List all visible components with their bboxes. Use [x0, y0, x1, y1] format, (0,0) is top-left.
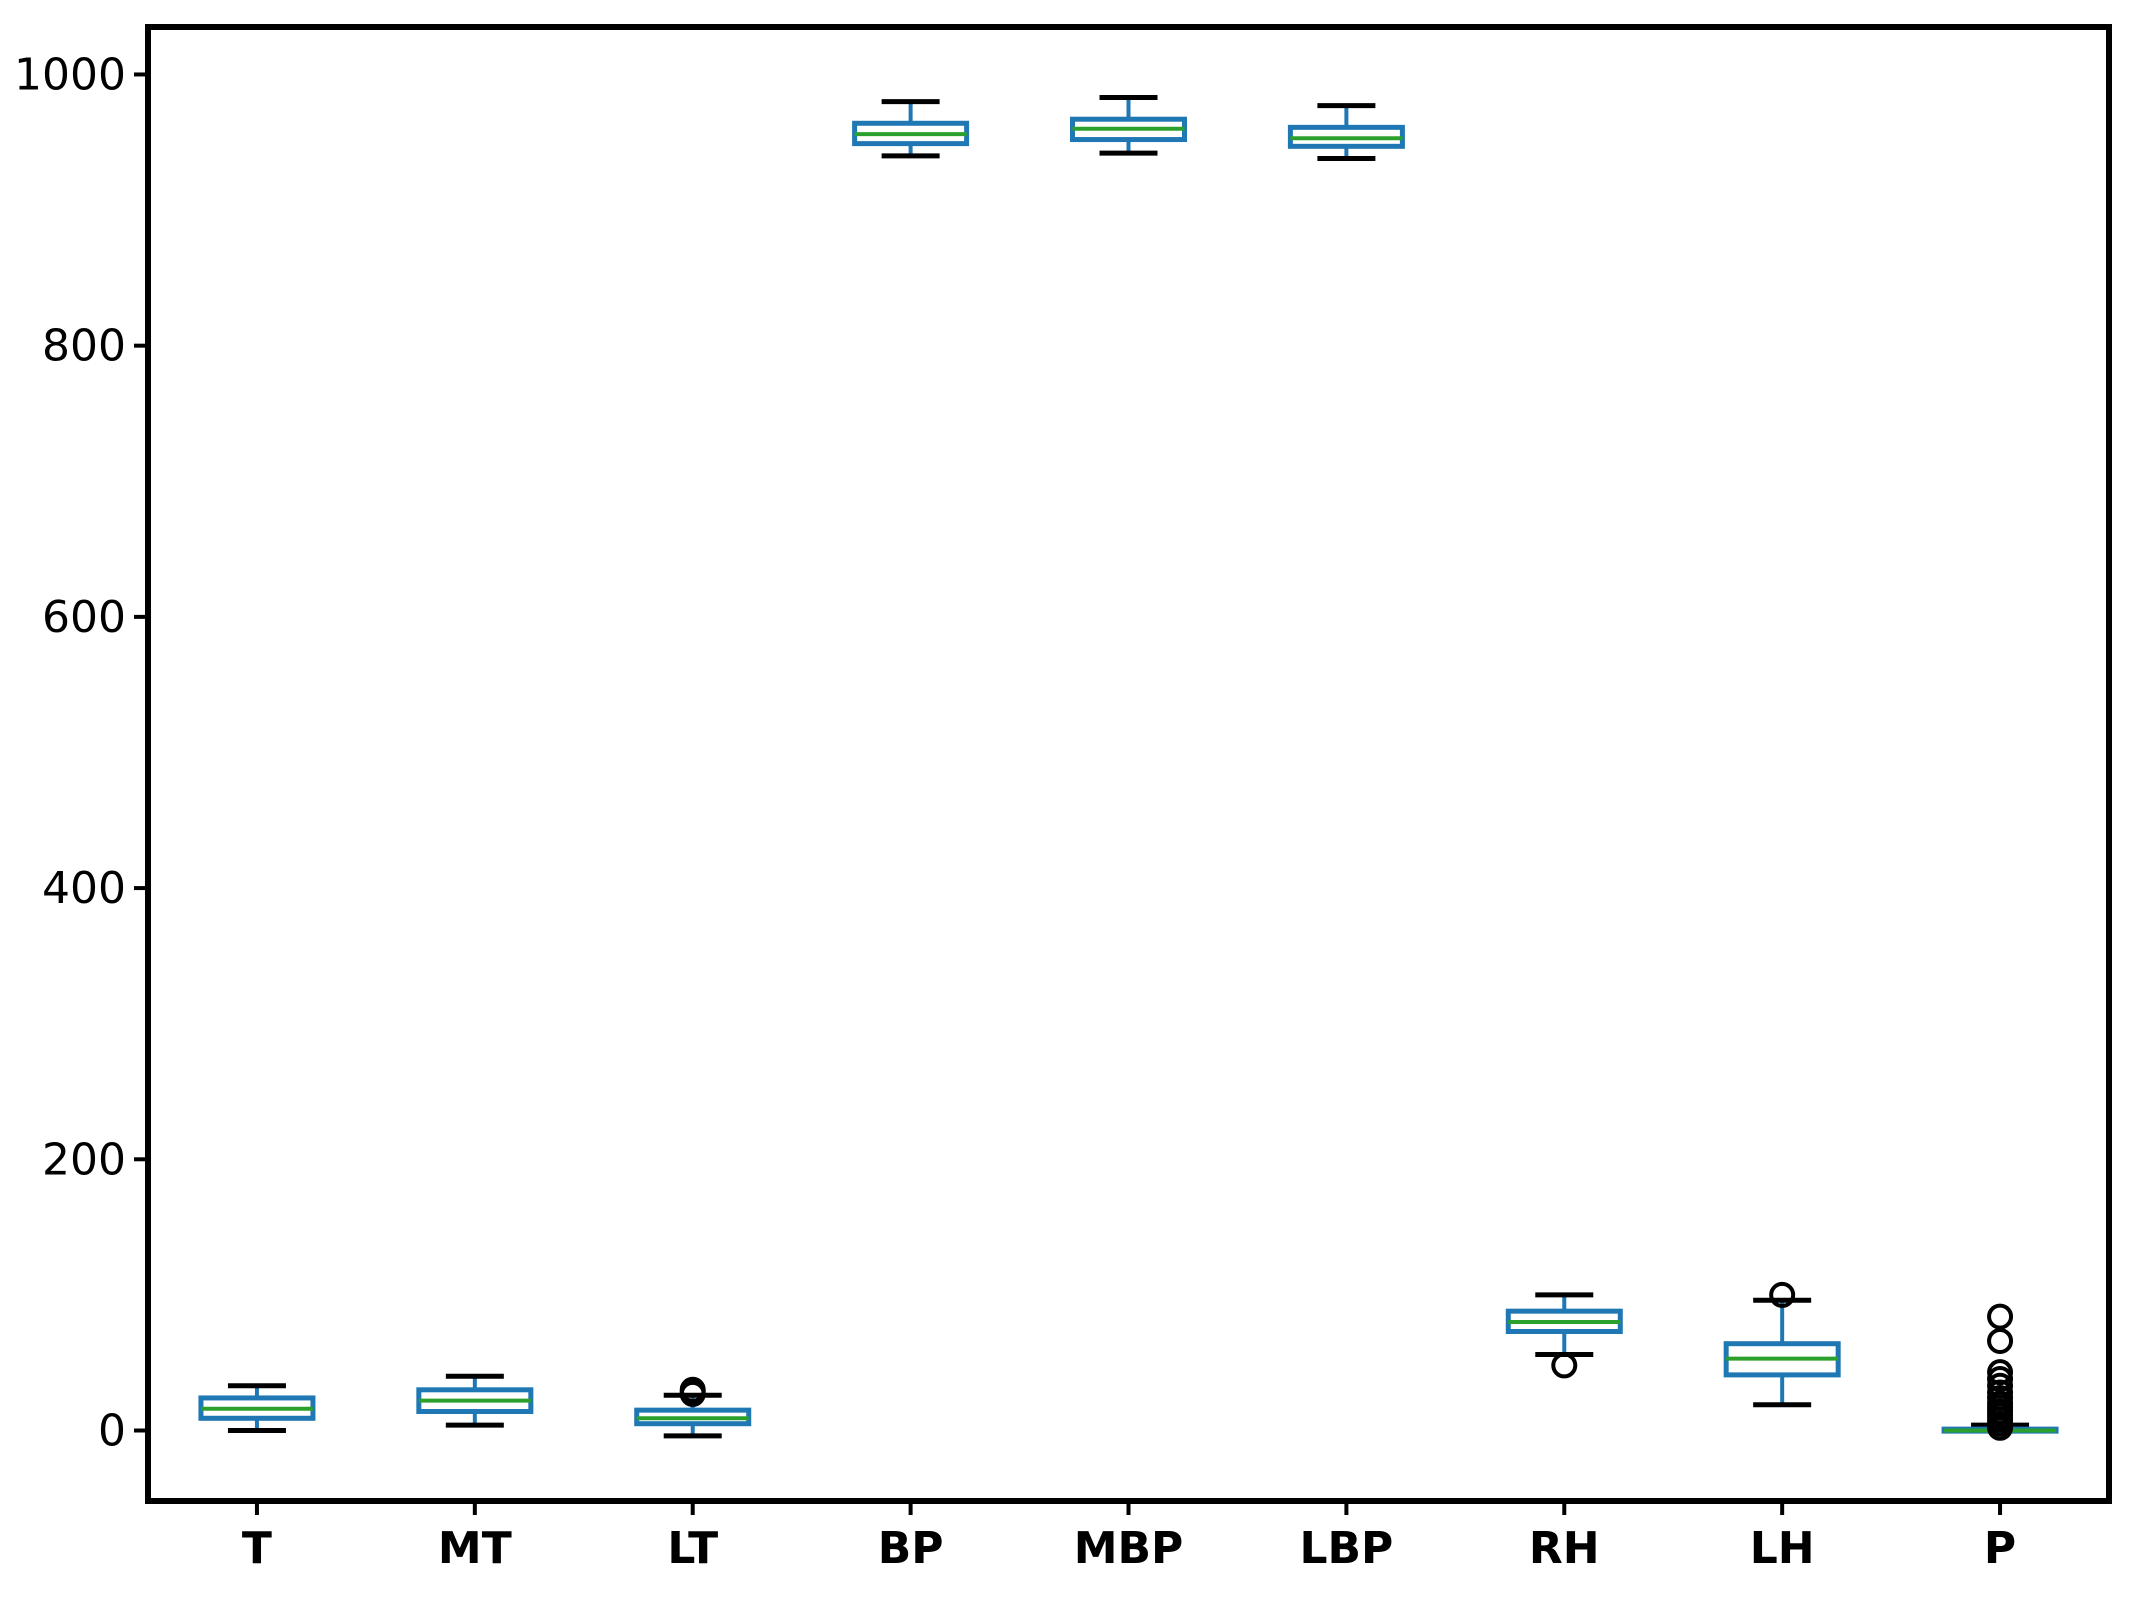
flier-point — [1987, 1359, 2014, 1386]
y-tick-label: 400 — [42, 863, 126, 914]
x-tick-label-MT: MT — [438, 1523, 512, 1574]
y-tick-label: 600 — [42, 592, 126, 643]
x-tick-label-LH: LH — [1750, 1523, 1815, 1574]
x-tick-label-T: T — [242, 1523, 272, 1574]
x-tick-label-MBP: MBP — [1074, 1523, 1184, 1574]
x-tick-label-RH: RH — [1529, 1523, 1600, 1574]
flier-point — [1769, 1281, 1796, 1308]
y-tick-label: 0 — [98, 1405, 126, 1456]
y-tick-label: 800 — [42, 321, 126, 372]
y-tick-label: 200 — [42, 1134, 126, 1185]
x-tick-label-LBP: LBP — [1299, 1523, 1393, 1574]
flier-point — [1987, 1303, 2014, 1330]
plot-frame — [145, 24, 2112, 1504]
x-tick-label-P: P — [1984, 1523, 2016, 1574]
flier-point — [1551, 1352, 1578, 1379]
flier-point — [679, 1376, 706, 1403]
x-tick-label-BP: BP — [878, 1523, 944, 1574]
y-tick-label: 1000 — [14, 49, 126, 100]
flier-point — [1987, 1327, 2014, 1354]
x-tick-label-LT: LT — [667, 1523, 718, 1574]
